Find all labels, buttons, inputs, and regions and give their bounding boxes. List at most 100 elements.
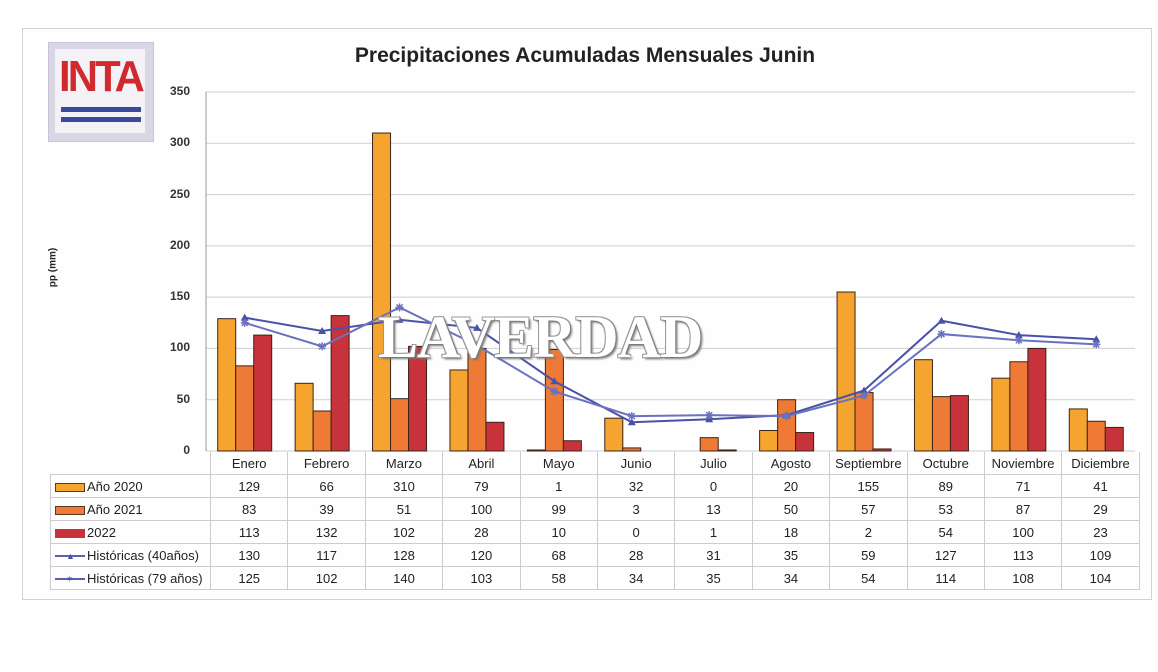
table-cell: 59 — [829, 543, 908, 567]
bar-a-o-2021 — [390, 398, 410, 452]
table-cell: 310 — [364, 474, 444, 498]
star-marker-icon — [782, 412, 791, 421]
table-row: 2022 113 132 102 28 10 0 1 18 2 54 100 23 — [50, 520, 1140, 544]
bar-a-o-2020 — [449, 369, 469, 452]
table-cell: 100 — [442, 497, 521, 521]
star-marker-icon — [705, 411, 714, 420]
table-cell: 0 — [596, 520, 676, 544]
bar-a-o-2020 — [217, 318, 237, 452]
table-row: ▲ Históricas (40años) 130 117 128 120 68 28 31 35… — [50, 543, 1140, 567]
bar-2022 — [949, 395, 969, 452]
table-cell: 54 — [829, 566, 908, 590]
star-marker-icon — [627, 412, 636, 421]
category-label: Marzo — [364, 452, 444, 475]
triangle-marker-icon — [627, 418, 636, 426]
bar-a-o-2020 — [526, 449, 546, 452]
inta-logo: INTA — [48, 42, 154, 142]
legend-label: Históricas (79 años) — [87, 570, 203, 586]
table-cell: 57 — [829, 497, 908, 521]
table-cell: 103 — [442, 566, 521, 590]
table-cell: 120 — [442, 543, 521, 567]
star-marker-icon — [1014, 336, 1023, 345]
triangle-marker-icon — [937, 316, 946, 324]
bar-a-o-2020 — [372, 132, 392, 452]
category-label: Abril — [442, 452, 521, 475]
y-tick-label: 300 — [169, 135, 190, 150]
table-cell: 129 — [209, 474, 289, 498]
table-cell: 128 — [364, 543, 444, 567]
legend-swatch-icon — [55, 505, 85, 515]
category-label: Septiembre — [829, 452, 908, 475]
bar-a-o-2020 — [913, 359, 933, 452]
y-tick-label: 150 — [169, 289, 190, 304]
table-cell: 58 — [519, 566, 598, 590]
table-cell: 0 — [674, 474, 753, 498]
table-cell: 10 — [519, 520, 598, 544]
table-cell: 23 — [1061, 520, 1140, 544]
logo-bar — [61, 117, 141, 122]
table-cell: 39 — [287, 497, 366, 521]
star-marker-icon — [472, 341, 481, 350]
table-cell: 31 — [674, 543, 753, 567]
table-cell: 34 — [596, 566, 676, 590]
legend-label: 2022 — [87, 524, 116, 540]
legend-entry: ▲ Históricas (40años) — [50, 543, 211, 567]
bar-2022 — [330, 315, 350, 452]
bar-a-o-2021 — [312, 410, 332, 452]
bar-a-o-2021 — [854, 392, 874, 452]
table-row: Año 2020 129 66 310 79 1 32 0 20 155 89 71 41 — [50, 474, 1140, 498]
bar-a-o-2020 — [604, 417, 624, 452]
table-cell: 3 — [596, 497, 676, 521]
table-cell: 41 — [1061, 474, 1140, 498]
star-marker-icon — [860, 391, 869, 400]
legend-entry: 2022 — [50, 520, 211, 544]
table-cell: 35 — [751, 543, 831, 567]
line-series — [244, 316, 1097, 424]
triangle-marker-icon — [395, 315, 404, 323]
star-marker-icon — [937, 330, 946, 339]
bar-a-o-2021 — [777, 399, 797, 452]
y-tick-label: 50 — [176, 391, 190, 406]
category-label: Mayo — [519, 452, 598, 475]
category-label: Febrero — [287, 452, 366, 475]
bar-a-o-2020 — [991, 377, 1011, 452]
bar-a-o-2021 — [622, 447, 642, 452]
table-cell: 2 — [829, 520, 908, 544]
star-marker-icon — [1092, 340, 1101, 349]
bar-2022 — [1104, 426, 1124, 452]
table-cell: 102 — [287, 566, 366, 590]
triangle-marker-icon — [860, 386, 869, 394]
table-cell: 53 — [906, 497, 985, 521]
category-label: Enero — [209, 452, 289, 475]
star-marker-icon — [395, 303, 404, 312]
table-row: ✶ Históricas (79 años) 125 102 140 103 58 34 35 3… — [50, 566, 1140, 590]
bar-a-o-2021 — [467, 347, 487, 452]
table-cell: 28 — [596, 543, 676, 567]
triangle-marker-icon — [472, 323, 481, 331]
bar-2022 — [717, 449, 737, 452]
table-cell: 127 — [906, 543, 985, 567]
bar-a-o-2021 — [1086, 420, 1106, 452]
legend-label: Históricas (40años) — [87, 547, 199, 563]
table-cell: 13 — [674, 497, 753, 521]
table-cell: 155 — [829, 474, 908, 498]
triangle-marker-icon — [1092, 335, 1101, 343]
table-cell: 140 — [364, 566, 444, 590]
table-cell: 113 — [209, 520, 289, 544]
table-cell: 117 — [287, 543, 366, 567]
bar-a-o-2021 — [931, 396, 951, 452]
table-cell: 102 — [364, 520, 444, 544]
bar-2022 — [1027, 347, 1047, 452]
bar-2022 — [485, 421, 505, 452]
table-cell: 130 — [209, 543, 289, 567]
logo-bar — [61, 107, 141, 112]
bar-2022 — [408, 345, 428, 452]
category-label: Junio — [596, 452, 676, 475]
table-cell: 28 — [442, 520, 521, 544]
bar-a-o-2021 — [235, 365, 255, 452]
table-cell: 109 — [1061, 543, 1140, 567]
legend-label: Año 2021 — [87, 501, 143, 517]
category-label: Octubre — [906, 452, 985, 475]
table-cell: 125 — [209, 566, 289, 590]
